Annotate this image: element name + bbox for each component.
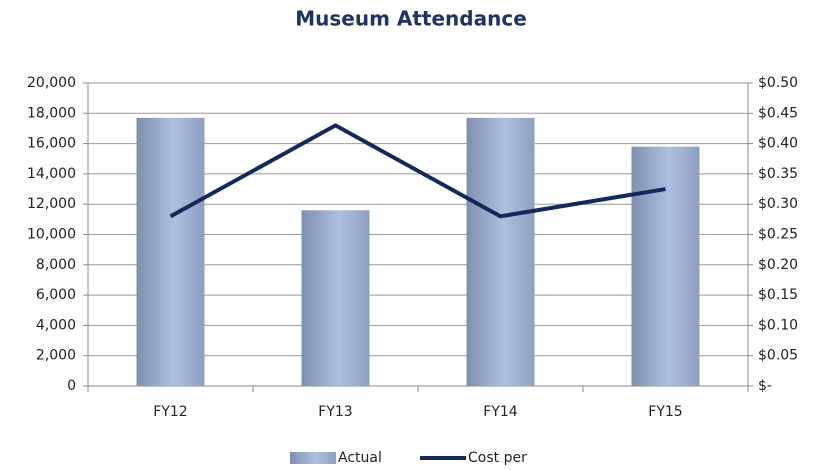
y2-tick-label: $0.10 bbox=[758, 317, 798, 333]
y-tick-label: 4,000 bbox=[36, 317, 76, 333]
bar bbox=[466, 117, 535, 386]
bar bbox=[301, 210, 370, 386]
y-tick-label: 10,000 bbox=[27, 227, 76, 243]
x-tick-label: FY12 bbox=[153, 404, 187, 420]
y2-tick-label: $0.20 bbox=[758, 257, 798, 273]
line bbox=[169, 123, 666, 219]
legend-swatch bbox=[290, 452, 336, 464]
y-tick-label: 12,000 bbox=[27, 196, 76, 212]
y2-tick-label: $0.35 bbox=[758, 166, 798, 182]
y-tick-label: 18,000 bbox=[27, 105, 76, 121]
y-tick-label: 14,000 bbox=[27, 166, 76, 182]
x-tick-label: FY14 bbox=[483, 404, 518, 420]
y-tick-label: 20,000 bbox=[27, 75, 76, 91]
x-tick-label: FY13 bbox=[318, 404, 352, 420]
y2-tick-label: $0.05 bbox=[758, 348, 798, 364]
y2-tick-label: $0.45 bbox=[758, 105, 798, 121]
y-tick-label: 2,000 bbox=[36, 348, 76, 364]
y-tick-label: 16,000 bbox=[27, 136, 76, 152]
y2-tick-label: $0.30 bbox=[758, 196, 798, 212]
y2-tick-label: $0.15 bbox=[758, 287, 798, 303]
x-tick-label: FY15 bbox=[648, 404, 682, 420]
y2-tick-label: $0.50 bbox=[758, 75, 798, 91]
legend-label: Actual bbox=[338, 450, 382, 466]
chart-title: Museum Attendance bbox=[295, 7, 527, 31]
y2-tick-label: $- bbox=[758, 378, 772, 394]
legend-label: Cost per bbox=[468, 450, 527, 466]
y-tick-label: 0 bbox=[67, 378, 76, 394]
y2-tick-label: $0.40 bbox=[758, 136, 798, 152]
bar bbox=[136, 117, 205, 386]
y-tick-label: 8,000 bbox=[36, 257, 76, 273]
y-tick-label: 6,000 bbox=[36, 287, 76, 303]
bar bbox=[631, 146, 700, 386]
y2-tick-label: $0.25 bbox=[758, 227, 798, 243]
